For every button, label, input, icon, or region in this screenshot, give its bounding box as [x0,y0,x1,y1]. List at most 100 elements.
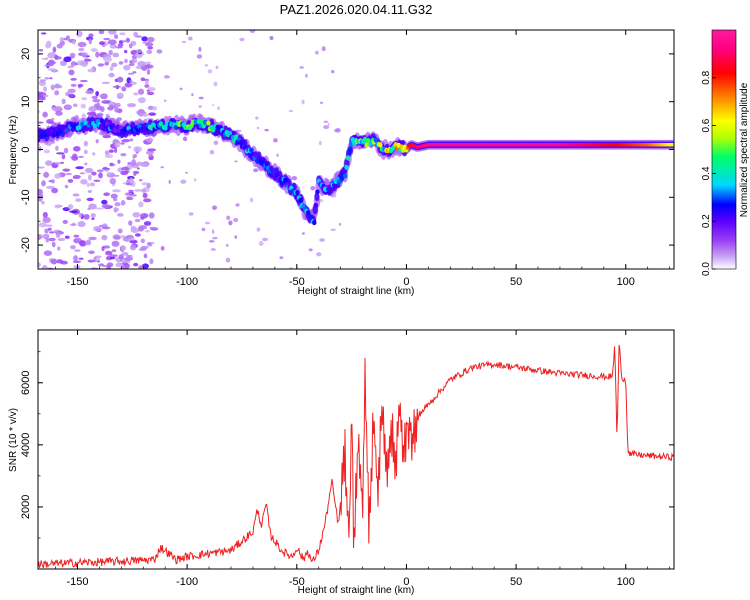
noise-blob [83,140,88,147]
noise-blob [130,227,140,233]
trace-core [249,147,254,153]
noise-blob [107,39,117,45]
noise-blob [249,30,256,34]
spectrogram-y-label: Frequency (Hz) [8,116,19,185]
noise-blob [120,245,127,251]
noise-blob [132,170,140,175]
noise-blob [55,111,63,116]
noise-blob [135,49,142,54]
noise-blob [124,192,133,196]
noise-blob [134,218,141,223]
noise-blob [51,179,55,184]
trace-core [77,124,82,130]
noise-blob [84,167,94,173]
noise-blob [41,180,46,187]
colorbar-ticks: 0.0 0.2 0.4 0.6 0.8 [701,70,716,276]
noise-blob [63,56,72,63]
trace-core [264,161,269,167]
noise-blob [115,262,124,268]
noise-blob [233,218,239,223]
noise-blob [188,212,194,216]
noise-blob [113,197,118,202]
colorbar-tick-label: 0.4 [701,166,712,180]
noise-blob [93,179,101,182]
noise-blob [108,149,114,153]
noise-blob [41,32,47,35]
noise-blob [120,142,125,145]
noise-blob [108,30,117,35]
noise-blob [38,96,46,101]
noise-blob [103,56,113,63]
noise-blob [141,188,146,193]
noise-blob [120,265,127,269]
trace-core [92,123,98,129]
noise-blob [45,160,53,166]
colorbar-gradient [711,29,737,270]
noise-blob [95,257,101,262]
y-tick-label: 4000 [20,433,32,457]
noise-blob [91,217,95,220]
noise-blob [78,257,84,260]
noise-blob [179,87,183,91]
noise-blob [124,256,134,261]
x-tick-label: -100 [176,276,198,288]
noise-blob [88,236,97,241]
noise-blob [225,257,231,263]
noise-blob [104,150,110,156]
trace-core [305,210,311,216]
noise-blob [109,256,116,260]
noise-blob [237,202,240,207]
snr-y-label: SNR (10 * v/v) [8,408,19,472]
noise-blob [160,245,165,251]
noise-blob [129,80,133,83]
noise-blob [134,189,142,192]
noise-blob [113,34,119,40]
trace-core [206,120,211,126]
noise-blob [228,220,233,226]
noise-blob [49,77,53,80]
noise-blob [127,145,132,149]
noise-blob [102,245,111,249]
noise-blob [106,262,114,268]
noise-blob [91,95,98,100]
noise-blob [77,83,84,88]
noise-blob [125,37,131,43]
noise-blob [40,80,45,84]
noise-blob [138,108,145,113]
noise-blob [204,64,209,67]
noise-blob [88,105,97,113]
noise-blob [101,246,105,252]
noise-blob [143,221,152,226]
noise-blob [196,54,203,59]
x-tick-label: 0 [403,276,409,288]
noise-blob [239,37,245,42]
noise-blob [70,60,75,68]
trace-core [347,147,352,154]
noise-blob [119,32,126,36]
noise-blob [89,182,96,187]
noise-blob [327,122,330,126]
noise-blob [112,189,121,193]
noise-blob [121,40,127,43]
snr-x-ticks: -150 -100 -50 0 50 100 [55,330,670,588]
noise-blob [191,93,194,97]
noise-blob [64,184,69,189]
noise-blob [92,98,101,103]
noise-blob [147,36,155,43]
noise-blob [91,171,97,176]
noise-blob [75,198,82,202]
noise-blob [138,225,148,230]
noise-blob [73,255,78,262]
noise-blob [288,109,294,113]
noise-blob [148,112,157,116]
colorbar-label: Normalized spectral amplitude [739,82,750,217]
noise-blob [140,77,146,82]
noise-blob [95,91,99,97]
noise-blob [209,240,215,243]
colorbar: 0.0 0.2 0.4 0.6 0.8 Normalized spectral ampl… [701,29,750,276]
noise-blob [114,106,120,113]
noise-blob [56,259,64,264]
noise-blob [104,154,114,159]
noise-blob [69,223,77,226]
